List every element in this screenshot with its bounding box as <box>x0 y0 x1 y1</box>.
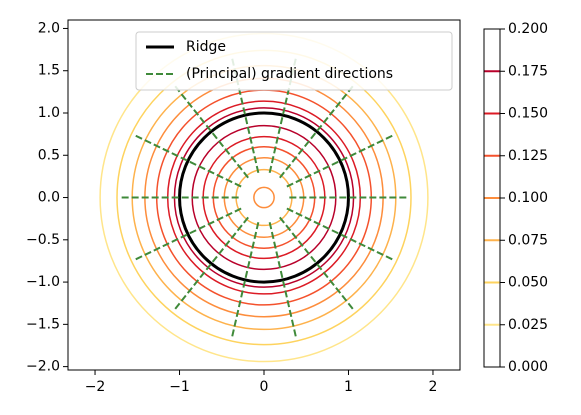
y-tick-label: 0.5 <box>38 147 60 163</box>
x-tick-label: 1 <box>344 379 353 395</box>
y-tick-label: 0.0 <box>38 190 60 206</box>
y-tick-label: −1.0 <box>26 274 60 290</box>
y-tick-label: 1.0 <box>38 105 60 121</box>
y-tick-label: −0.5 <box>26 232 60 248</box>
colorbar-tick-label: 0.100 <box>508 190 548 206</box>
y-tick-label: 2.0 <box>38 20 60 36</box>
contour-line <box>202 135 326 260</box>
colorbar-tick-label: 0.125 <box>508 148 548 164</box>
colorbar-tick-label: 0.025 <box>508 317 548 333</box>
y-tick-label: −1.5 <box>26 316 60 332</box>
y-tick-label: 1.5 <box>38 63 60 79</box>
contour-line <box>253 186 275 209</box>
colorbar-tick-label: 0.000 <box>508 359 548 375</box>
x-tick-label: 2 <box>429 379 438 395</box>
ridge <box>178 111 350 284</box>
contour-line <box>235 168 293 227</box>
contour-line <box>116 49 412 346</box>
colorbar-tick-label: 0.200 <box>508 21 548 37</box>
colorbar-tick-label: 0.050 <box>508 275 548 291</box>
legend-label: Ridge <box>186 39 226 55</box>
x-tick-label: 0 <box>260 379 269 395</box>
x-tick-label: −1 <box>169 379 190 395</box>
colorbar-tick-label: 0.175 <box>508 63 548 79</box>
y-tick-label: −2.0 <box>26 359 60 375</box>
colorbar-tick-label: 0.150 <box>508 106 548 122</box>
legend-label: (Principal) gradient directions <box>186 66 393 82</box>
contour-line <box>155 89 373 306</box>
contour-line <box>173 107 355 288</box>
x-tick-label: −2 <box>85 379 106 395</box>
legend-box <box>135 31 453 91</box>
colorbar-tick-label: 0.075 <box>508 232 548 248</box>
plot-area <box>99 32 429 363</box>
